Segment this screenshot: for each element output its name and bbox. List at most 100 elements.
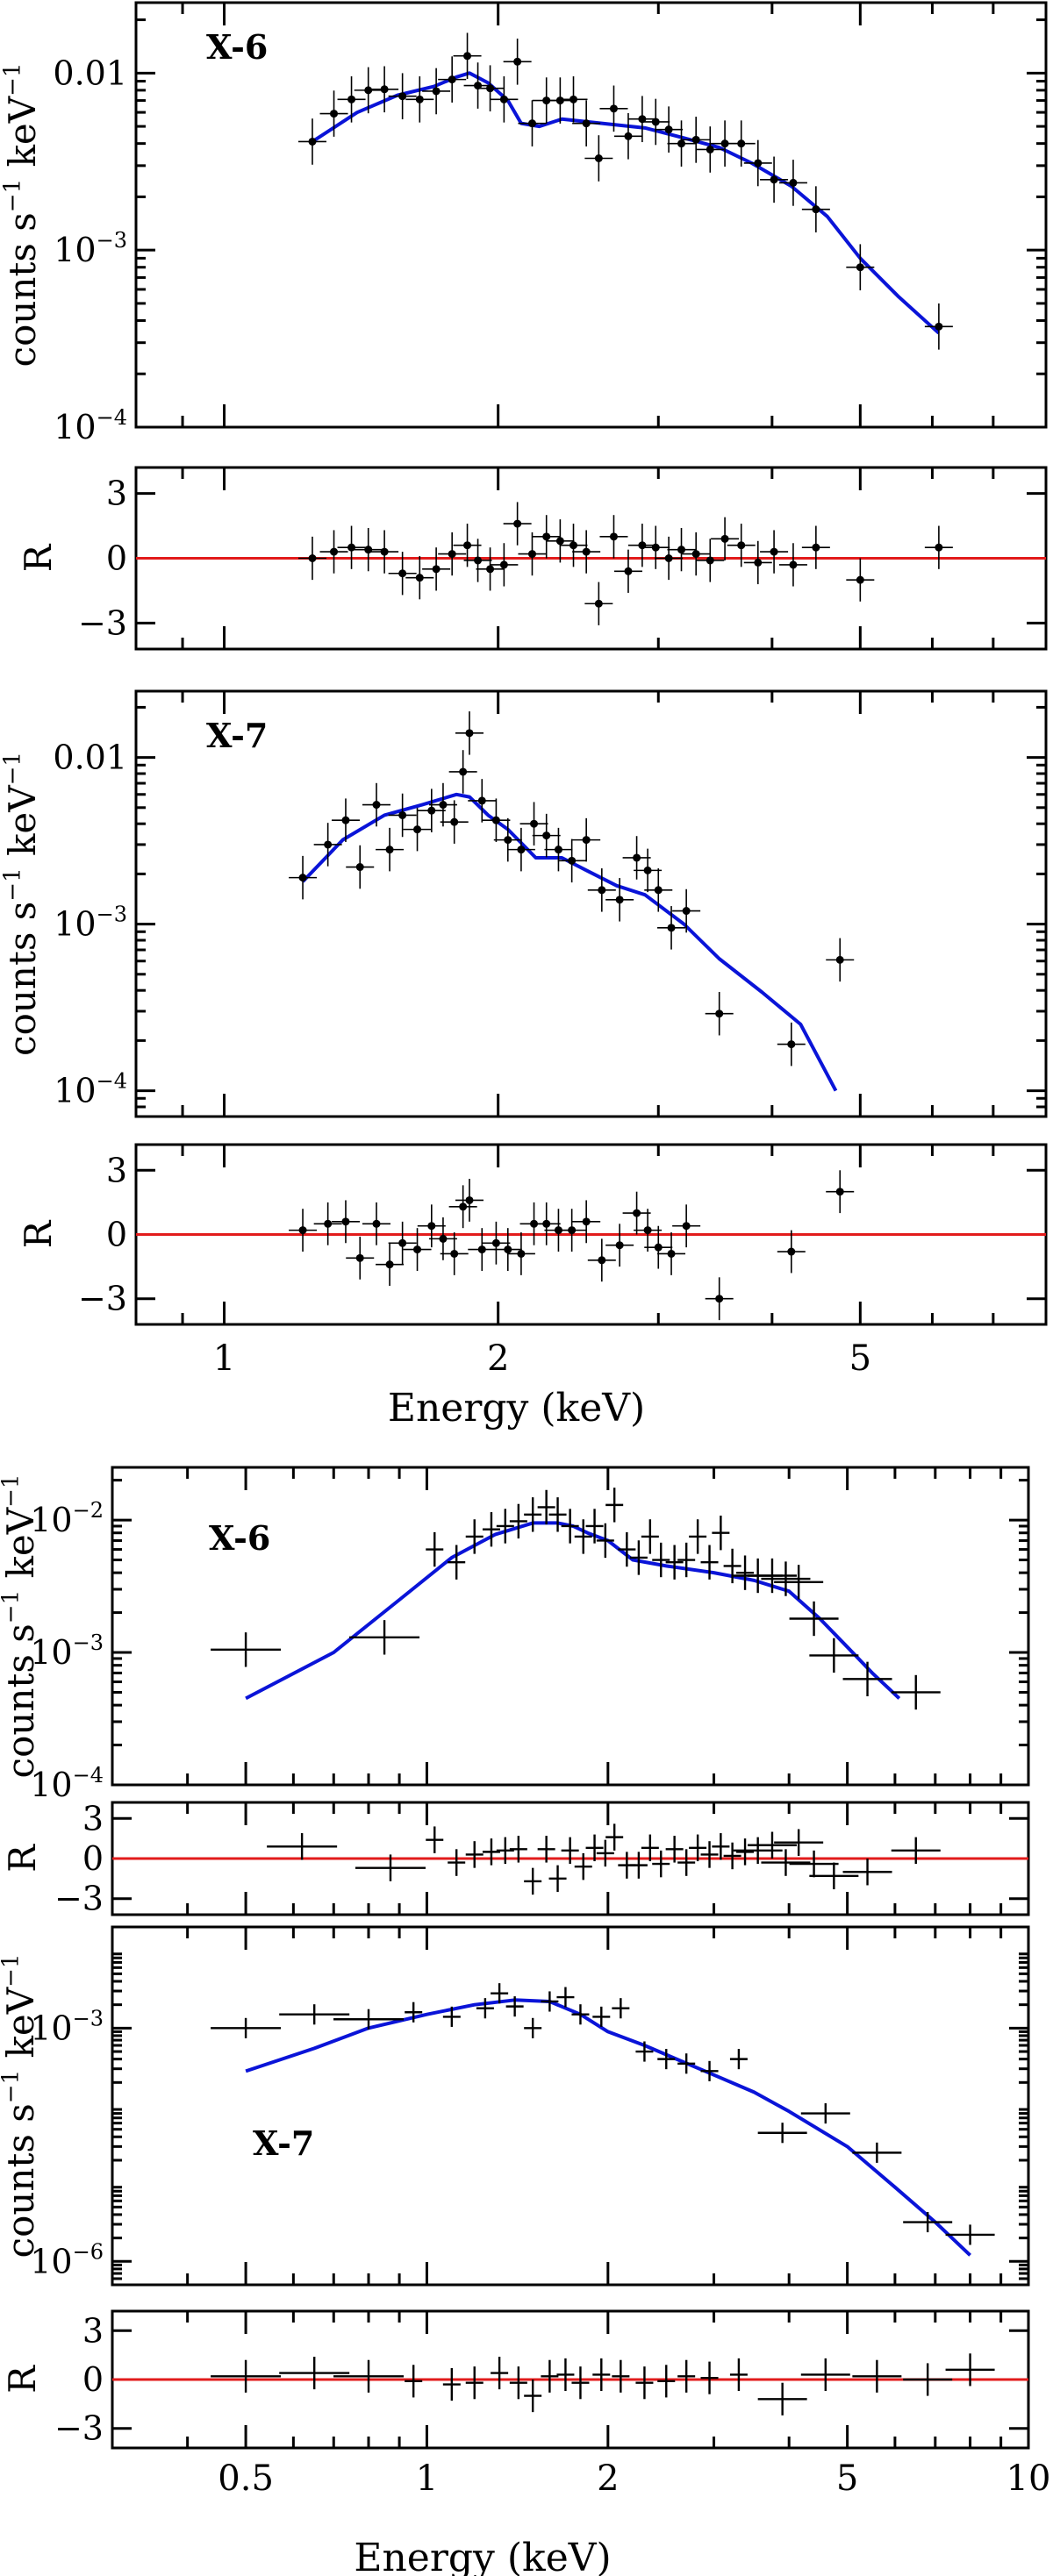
- data-marker: [380, 547, 389, 556]
- x-tick-label: 5: [836, 2458, 858, 2499]
- resid_b-data-point: [449, 1185, 477, 1228]
- resid_b-data-point: [672, 1204, 700, 1247]
- data-marker: [341, 1217, 350, 1226]
- resid_c-data-point: [549, 1866, 567, 1892]
- resid_b-data-point: [482, 1222, 510, 1265]
- y-tick-label: 0: [82, 2360, 104, 2399]
- data-marker: [667, 924, 676, 932]
- data-marker: [298, 1226, 307, 1235]
- spec_b-data-point: [314, 823, 342, 867]
- data-marker: [427, 806, 436, 815]
- x-tick-label-group: 2: [487, 1338, 509, 1379]
- spec_b-data-point: [441, 800, 469, 844]
- y-tick-label-group: 10−3: [54, 228, 127, 269]
- resid_d-ylabel: R: [1, 2365, 44, 2394]
- spec_b-frame: [136, 691, 1046, 1117]
- spec_c-data-point: [843, 1662, 892, 1696]
- data-marker: [835, 1188, 844, 1196]
- y-tick-label: 10−3: [30, 1631, 104, 1672]
- spec_d-data-point: [730, 2049, 748, 2069]
- resid_c-data-point: [575, 1853, 592, 1880]
- spec_b-model-curve: [303, 795, 835, 1091]
- resid_a-data-point: [422, 547, 450, 590]
- data-marker: [664, 125, 673, 134]
- label-part: 10: [54, 905, 96, 944]
- top-xlabel-group: Energy (keV): [388, 1386, 645, 1431]
- spec_c-data-point: [892, 1675, 941, 1709]
- data-marker: [677, 546, 686, 554]
- resid_d-data-point: [677, 2360, 695, 2393]
- spec_c-data-point: [701, 1545, 719, 1580]
- spec_a-data-point: [584, 135, 612, 182]
- resid_c-data-point: [666, 1836, 684, 1862]
- resid_c-data-point: [748, 1832, 797, 1859]
- spec_b-data-point: [468, 779, 496, 823]
- y-tick-label-group: 0: [106, 539, 127, 578]
- data-marker: [812, 543, 820, 552]
- spec_a-data-point: [779, 160, 807, 206]
- spec_b-data-point: [644, 868, 672, 912]
- y-tick-label: 10−3: [30, 2006, 104, 2047]
- resid_a-data-point: [370, 530, 398, 573]
- spec_d-source-label: X-7: [253, 2123, 314, 2163]
- data-marker: [691, 550, 700, 559]
- spec_a-data-point: [338, 76, 366, 123]
- data-marker: [706, 145, 714, 153]
- spec_c-data-point: [448, 1545, 465, 1580]
- x-tick-label: 1: [213, 1338, 235, 1379]
- data-marker: [770, 175, 778, 184]
- resid_a-data-point: [744, 541, 772, 584]
- spec_c-data-point: [562, 1509, 579, 1543]
- spec_c-data-point: [641, 1519, 659, 1553]
- x-tick-label-group: 2: [597, 2458, 619, 2499]
- data-marker: [330, 110, 339, 118]
- label-part: −4: [97, 405, 127, 430]
- label-part: R: [17, 543, 60, 572]
- label-part: −3: [97, 903, 127, 927]
- data-marker: [324, 840, 333, 849]
- data-marker: [513, 57, 522, 66]
- spec_c-source-label: X-6: [209, 1518, 270, 1558]
- x-tick-label: 2: [487, 1338, 509, 1379]
- label-part: −1: [0, 63, 25, 96]
- y-tick-label-group: −3: [54, 2409, 104, 2448]
- spec_a-data-point: [668, 120, 696, 167]
- spec_a-ylabel: counts s−1 keV−1: [0, 63, 44, 367]
- data-marker: [347, 95, 356, 103]
- spec_d-data-point: [571, 2004, 589, 2024]
- spec_b-data-point: [455, 711, 484, 755]
- spec_a-data-point: [355, 68, 383, 114]
- label-part: −4: [97, 1069, 127, 1094]
- spec_a-data-point: [696, 126, 724, 173]
- y-tick-label-group: 10−4: [30, 1763, 104, 1804]
- spec_a-data-point: [744, 140, 772, 187]
- spec_b-data-point: [289, 856, 317, 900]
- data-marker: [624, 132, 633, 140]
- data-marker: [633, 853, 641, 862]
- resid_d-data-point: [405, 2365, 422, 2397]
- bottom-xlabel-group: Energy (keV): [354, 2536, 611, 2576]
- label-part: keV: [0, 1507, 42, 1590]
- spec_b-source-label-group: X-7: [206, 716, 268, 755]
- y-tick-label-group: 3: [106, 475, 127, 513]
- spec_b-data-point: [494, 818, 522, 862]
- spec_a-data-point: [504, 39, 532, 85]
- y-tick-label-group: 3: [106, 1151, 127, 1189]
- resid_a-data-point: [727, 524, 756, 567]
- x-tick-label-group: 5: [836, 2458, 858, 2499]
- data-marker: [486, 565, 495, 574]
- resid_d-data-point: [541, 2360, 558, 2393]
- label-part: −3: [73, 1631, 104, 1655]
- resid_b-data-point: [634, 1209, 662, 1252]
- data-marker: [582, 119, 591, 128]
- spec_a-data-point: [802, 186, 830, 232]
- spec_a-data-point: [846, 244, 874, 290]
- resid_a-data-point: [338, 526, 366, 569]
- spec_b-ylabel-group: counts s−1 keV−1: [0, 752, 44, 1056]
- resid_d-data-point: [946, 2353, 995, 2386]
- spec_a-data-point: [405, 76, 433, 123]
- spec_d-data-point: [556, 1987, 574, 2008]
